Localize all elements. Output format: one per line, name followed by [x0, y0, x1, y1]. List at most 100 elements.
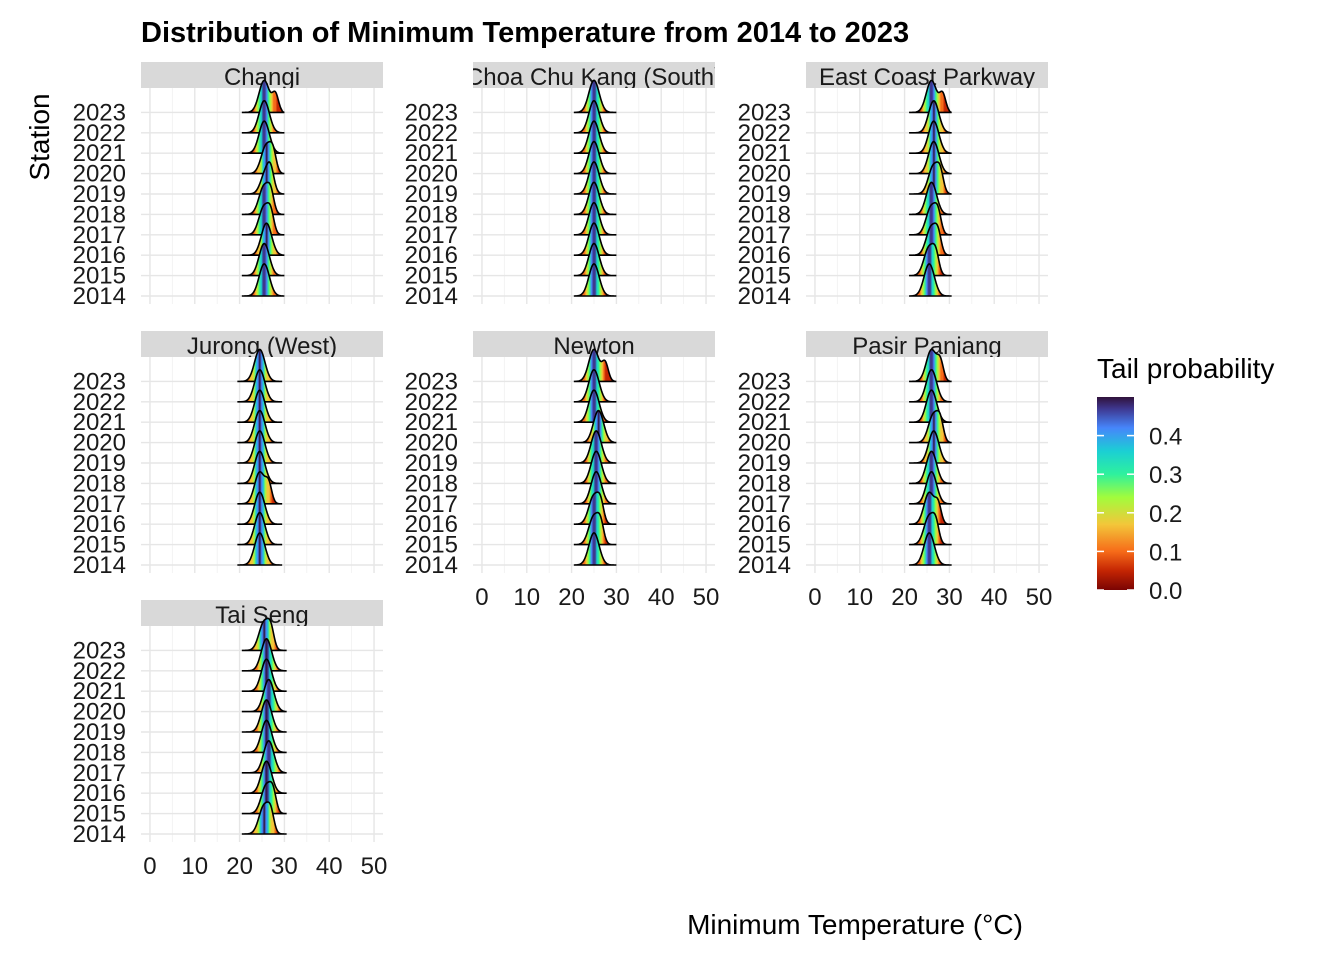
y-tick-label: 2020: [405, 161, 458, 188]
y-tick-label: 2022: [73, 658, 126, 685]
ridge-2014: [573, 263, 617, 297]
ridge-2019: [909, 430, 952, 464]
ridge-2023: [909, 348, 952, 383]
ridge-2022: [909, 368, 952, 403]
ridge-2017: [909, 470, 952, 505]
x-tick-label: 40: [981, 584, 1008, 611]
chart-title: Distribution of Minimum Temperature from…: [141, 17, 909, 49]
x-tick-label: 30: [603, 584, 630, 611]
y-tick-label: 2015: [73, 263, 126, 290]
y-tick-label: 2017: [73, 760, 126, 787]
ridge-2017: [241, 201, 285, 236]
ridge-2018: [241, 719, 287, 754]
y-tick-label: 2018: [405, 470, 458, 497]
y-tick-label: 2021: [73, 140, 126, 167]
facet-panels: Changi2014201520162017201820192020202120…: [73, 62, 1053, 880]
facet-east-coast-parkway: East Coast Parkway2014201520162017201820…: [738, 62, 1048, 310]
x-tick-label: 50: [1026, 584, 1053, 611]
y-tick-label: 2019: [405, 450, 458, 477]
ridge-2021: [241, 120, 285, 154]
legend-tick-label: 0.1: [1149, 539, 1182, 566]
panel-grid: [806, 88, 1048, 304]
ridge-2015: [909, 242, 952, 277]
y-tick-label: 2021: [405, 140, 458, 167]
strip-background: [141, 600, 383, 626]
ridge-2014: [241, 801, 287, 835]
y-tick-label: 2021: [738, 140, 791, 167]
legend-tick-label: 0.4: [1149, 424, 1182, 451]
y-tick-label: 2018: [738, 470, 791, 497]
x-tick-label: 20: [891, 584, 918, 611]
ridge-2022: [241, 637, 287, 672]
y-tick-label: 2017: [405, 222, 458, 249]
strip-label: East Coast Parkway: [819, 64, 1035, 91]
ridge-2014: [909, 263, 952, 297]
ridge-2016: [909, 222, 952, 256]
x-tick-label: 10: [181, 853, 208, 880]
ridge-2020: [241, 678, 287, 713]
x-tick-label: 40: [316, 853, 343, 880]
ridge-2017: [909, 201, 952, 236]
ridge-2021: [237, 389, 283, 423]
y-tick-label: 2018: [738, 201, 791, 228]
ridge-2023: [237, 348, 283, 383]
y-tick-label: 2019: [405, 181, 458, 208]
ridge-2015: [241, 780, 287, 815]
y-tick-label: 2018: [73, 201, 126, 228]
legend-tick-label: 0.2: [1149, 501, 1182, 528]
ridge-2017: [237, 470, 283, 505]
y-tick-label: 2016: [405, 242, 458, 269]
y-tick-label: 2022: [405, 120, 458, 147]
strip-label: Tai Seng: [215, 602, 308, 629]
ridge-2023: [241, 79, 285, 114]
y-tick-label: 2019: [73, 450, 126, 477]
y-tick-label: 2022: [738, 389, 791, 416]
ridge-2015: [237, 511, 283, 546]
legend-ticks: 0.0 0.1 0.2 0.3 0.4: [1097, 424, 1182, 605]
y-tick-label: 2016: [73, 780, 126, 807]
y-tick-label: 2020: [73, 699, 126, 726]
y-tick-label: 2016: [738, 242, 791, 269]
x-tick-label: 10: [846, 584, 873, 611]
strip-background: [806, 331, 1048, 357]
ridge-2017: [573, 201, 617, 236]
ridge-2015: [909, 511, 952, 546]
ridge-2022: [237, 368, 283, 403]
strip-background: [806, 62, 1048, 88]
y-tick-label: 2023: [405, 99, 458, 126]
y-tick-label: 2022: [405, 389, 458, 416]
y-tick-label: 2022: [738, 120, 791, 147]
y-tick-label: 2015: [405, 532, 458, 559]
ridge-2019: [241, 699, 287, 733]
y-tick-label: 2016: [738, 511, 791, 538]
y-tick-label: 2018: [73, 470, 126, 497]
legend: Tail probability 0.0 0.1 0.2 0.3 0.4: [1097, 353, 1274, 605]
ridge-2014: [909, 532, 952, 566]
x-tick-label: 30: [936, 584, 963, 611]
ridge-2020: [573, 140, 617, 175]
ridges: [909, 348, 952, 566]
y-tick-label: 2019: [738, 450, 791, 477]
x-tick-label: 20: [558, 584, 585, 611]
ridge-2020: [909, 409, 952, 444]
y-tick-label: 2014: [738, 283, 791, 310]
ridge-2021: [573, 120, 617, 154]
ridge-2017: [241, 739, 287, 774]
y-tick-label: 2023: [73, 637, 126, 664]
x-tick-label: 40: [648, 584, 675, 611]
y-tick-label: 2019: [738, 181, 791, 208]
ridge-2014: [241, 263, 285, 297]
y-tick-label: 2023: [738, 99, 791, 126]
legend-tick-label: 0.3: [1149, 462, 1182, 489]
ridge-2023: [573, 79, 617, 114]
ridge-2023: [241, 617, 287, 652]
ridge-2016: [241, 222, 285, 256]
y-tick-label: 2020: [405, 430, 458, 457]
facet-changi: Changi2014201520162017201820192020202120…: [73, 62, 383, 310]
y-tick-label: 2023: [738, 368, 791, 395]
y-tick-label: 2016: [73, 242, 126, 269]
ridge-2018: [573, 450, 617, 485]
ridge-2018: [237, 450, 283, 485]
ridge-2019: [241, 161, 285, 195]
ridge-2016: [573, 491, 617, 525]
